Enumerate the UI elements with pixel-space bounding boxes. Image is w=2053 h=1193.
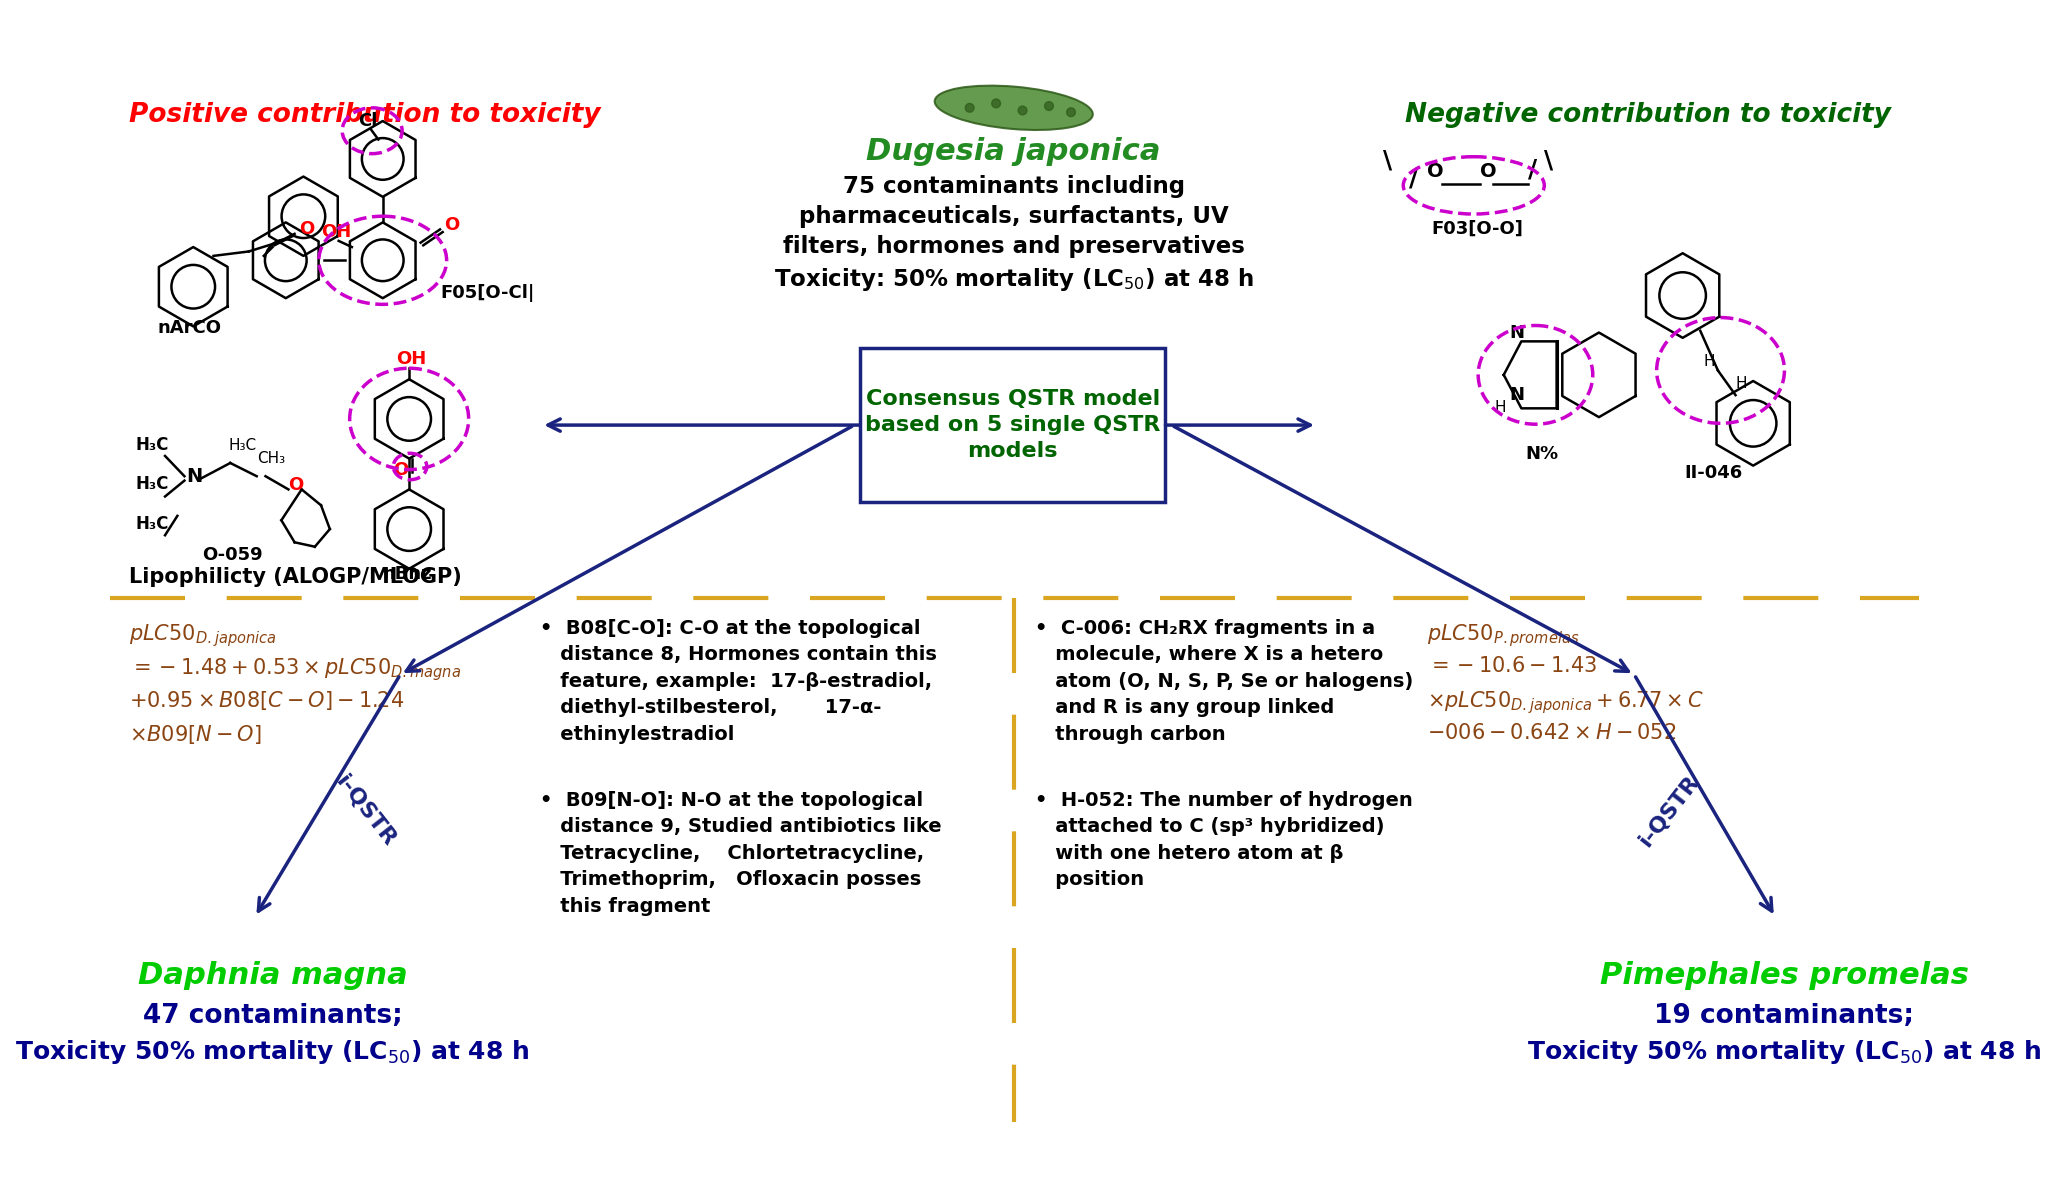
Text: $= -10.6 - 1.43$: $= -10.6 - 1.43$ [1427,656,1597,676]
Text: O: O [300,221,314,239]
Text: H₃C: H₃C [228,438,257,453]
FancyBboxPatch shape [860,348,1166,502]
Text: \: \ [1384,149,1392,173]
Text: Cl: Cl [357,112,378,130]
Text: $pLC50_{D.japonica}$: $pLC50_{D.japonica}$ [129,623,277,649]
Polygon shape [1562,333,1636,418]
Text: nArCO: nArCO [158,320,222,338]
Polygon shape [376,489,443,569]
Text: N: N [1509,323,1523,342]
Text: H: H [1735,376,1747,391]
Text: \: \ [1544,149,1554,173]
Text: Consensus QSTR model
based on 5 single QSTR
models: Consensus QSTR model based on 5 single Q… [864,389,1160,462]
Text: OH: OH [396,351,427,369]
Text: II-046: II-046 [1683,464,1743,482]
Ellipse shape [934,86,1092,130]
Text: O: O [1480,161,1497,180]
Text: O: O [287,476,304,494]
Polygon shape [349,222,415,298]
Polygon shape [1503,341,1556,408]
Text: OH: OH [320,223,351,241]
Text: Dugesia japonica: Dugesia japonica [866,137,1162,166]
Text: Positive contribution to toxicity: Positive contribution to toxicity [129,101,602,128]
Text: Pimephales promelas: Pimephales promelas [1599,960,1969,990]
Text: O: O [443,216,460,234]
Text: $pLC50_{P.promelas}$: $pLC50_{P.promelas}$ [1427,623,1579,649]
Text: •  B08[C-O]: C-O at the topological
   distance 8, Hormones contain this
   feat: • B08[C-O]: C-O at the topological dista… [540,619,936,744]
Text: N: N [1509,385,1523,403]
Polygon shape [1647,253,1718,338]
Text: F05[O-Cl|: F05[O-Cl| [439,284,534,302]
Polygon shape [269,177,339,255]
Text: $= -1.48 + 0.53 \times pLC50_{D.magna}$: $= -1.48 + 0.53 \times pLC50_{D.magna}$ [129,656,462,682]
Text: Daphnia magna: Daphnia magna [138,960,406,990]
Text: 19 contaminants;: 19 contaminants; [1655,1003,1913,1030]
Text: $\times pLC50_{D.japonica} + 6.77 \times C$: $\times pLC50_{D.japonica} + 6.77 \times… [1427,690,1704,716]
Text: F03[O-O]: F03[O-O] [1431,220,1523,237]
Text: O: O [1427,161,1443,180]
Text: i-QSTR: i-QSTR [1636,772,1704,851]
Circle shape [1045,101,1053,111]
Text: N: N [187,466,203,486]
Text: •  B09[N-O]: N-O at the topological
   distance 9, Studied antibiotics like
   T: • B09[N-O]: N-O at the topological dista… [540,791,940,916]
Text: nBnz: nBnz [382,565,433,583]
Circle shape [1018,106,1026,115]
Text: Lipophilicty (ALOGP/MLOGP): Lipophilicty (ALOGP/MLOGP) [129,567,462,587]
Text: $- 006 - 0.642 \times H - 052$: $- 006 - 0.642 \times H - 052$ [1427,723,1677,743]
Circle shape [1068,107,1076,117]
Text: N%: N% [1525,445,1558,463]
Text: Toxicity 50% mortality (LC$_{50}$) at 48 h: Toxicity 50% mortality (LC$_{50}$) at 48… [16,1038,530,1067]
Text: /: / [1527,157,1538,181]
Text: Toxicity 50% mortality (LC$_{50}$) at 48 h: Toxicity 50% mortality (LC$_{50}$) at 48… [1527,1038,2041,1067]
Text: •  C-006: CH₂RX fragments in a
   molecule, where X is a hetero
   atom (O, N, S: • C-006: CH₂RX fragments in a molecule, … [1035,619,1412,744]
Polygon shape [376,379,443,458]
Text: H₃C: H₃C [135,435,168,453]
Text: $\times B09[N - O]$: $\times B09[N - O]$ [129,723,261,746]
Circle shape [992,99,1000,107]
Polygon shape [158,247,228,327]
Polygon shape [349,120,415,197]
Text: $+ 0.95 \times B08[C - O] - 1.24$: $+ 0.95 \times B08[C - O] - 1.24$ [129,690,404,712]
Text: 75 contaminants including
pharmaceuticals, surfactants, UV
filters, hormones and: 75 contaminants including pharmaceutical… [774,175,1254,293]
Circle shape [965,104,973,112]
Text: H₃C: H₃C [135,515,168,533]
Text: Negative contribution to toxicity: Negative contribution to toxicity [1404,101,1891,128]
Text: /: / [1410,166,1419,191]
Text: O: O [394,460,409,480]
Text: H: H [1495,400,1507,415]
Polygon shape [1716,381,1790,465]
Text: i-QSTR: i-QSTR [331,772,398,851]
Text: CH₃: CH₃ [257,451,285,466]
Text: H₃C: H₃C [135,476,168,494]
Text: H: H [1704,354,1714,369]
Text: O-059: O-059 [203,546,263,564]
Text: 47 contaminants;: 47 contaminants; [144,1003,402,1030]
Text: •  H-052: The number of hydrogen
   attached to C (sp³ hybridized)
   with one h: • H-052: The number of hydrogen attached… [1035,791,1412,889]
Polygon shape [253,222,318,298]
